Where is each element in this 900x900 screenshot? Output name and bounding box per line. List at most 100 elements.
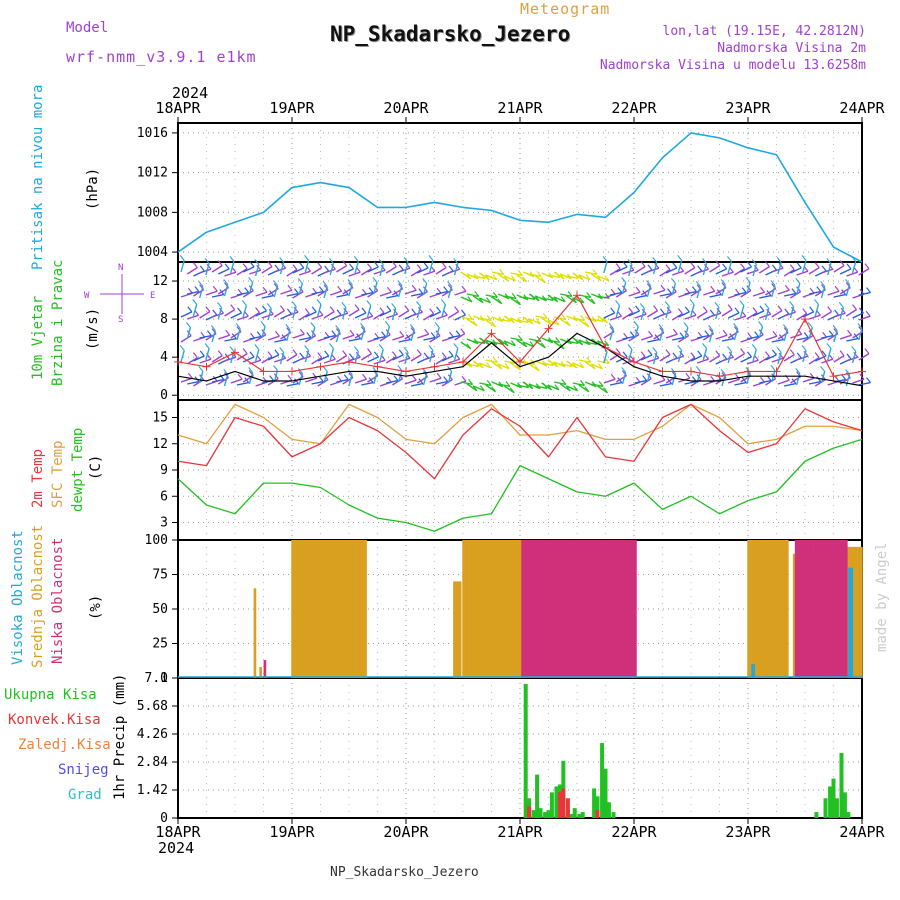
wind-barb: [535, 295, 547, 302]
wind-barb-feather: [851, 256, 857, 262]
wind-barb-feather: [297, 368, 303, 374]
wind-barb: [833, 312, 846, 318]
wind-barb: [659, 269, 671, 277]
wind-barb: [360, 353, 372, 361]
date-label-bottom: 23APR: [725, 823, 771, 841]
wind-barb: [566, 340, 579, 345]
wind-barb-feather: [580, 380, 585, 386]
wind-barb: [335, 330, 341, 343]
precip-bar: [527, 806, 532, 818]
wind-barb-feather: [535, 318, 541, 325]
wind-barb: [777, 262, 782, 275]
wind-barb: [497, 293, 510, 300]
wind-barb: [485, 359, 498, 364]
wind-barb-feather: [846, 263, 852, 270]
wind-barb: [603, 378, 616, 384]
wind-barb-feather: [540, 277, 546, 284]
wind-barb: [311, 267, 323, 275]
wind-barb: [740, 266, 752, 273]
wind-barb-feather: [192, 262, 198, 269]
wind-barb-feather: [665, 264, 671, 271]
wind-barb-feather: [422, 278, 428, 284]
wind-barb: [634, 379, 647, 384]
wind-barb: [267, 335, 280, 341]
wind-barb: [585, 271, 598, 276]
wind-barb-feather: [491, 386, 497, 393]
wind-barb: [808, 327, 813, 340]
wind-barb-feather: [652, 257, 658, 263]
wind-barb: [783, 311, 796, 317]
y-tick-label: 1012: [137, 166, 168, 181]
sfc-temp-line: [177, 403, 863, 445]
wind-barb-feather: [235, 323, 241, 329]
wind-barb: [361, 291, 374, 296]
wind-barb-feather: [747, 351, 752, 358]
wind-barb-feather: [751, 259, 757, 265]
wind-barb: [404, 289, 417, 295]
wind-barb-feather: [720, 369, 726, 375]
wind-barb-feather: [492, 274, 498, 281]
wind-barb: [796, 336, 809, 341]
wind-barb: [435, 327, 440, 340]
wind-barb-feather: [677, 255, 683, 261]
wind-barb: [479, 382, 492, 387]
wind-barb-feather: [722, 263, 728, 270]
wind-barb: [199, 311, 211, 319]
wind-barb-feather: [754, 331, 760, 337]
wind-barb: [535, 360, 547, 367]
wind-barb: [310, 327, 316, 340]
wind-barb-feather: [199, 350, 205, 357]
wind-barb: [584, 381, 597, 388]
wind-barb-feather: [633, 321, 639, 327]
wind-barb-feather: [852, 304, 857, 311]
wind-barb-feather: [266, 303, 272, 309]
wind-barb: [454, 290, 467, 296]
wind-barb: [765, 378, 777, 386]
meteogram-label: Meteogram: [520, 0, 611, 18]
wind-barb-feather: [672, 328, 678, 335]
wind-barb: [304, 335, 316, 343]
wind-barb: [354, 312, 367, 319]
wind-barb: [634, 313, 647, 319]
y-tick-label: 8: [160, 312, 168, 327]
wind-barb: [765, 335, 778, 341]
wind-barb-feather: [416, 349, 422, 356]
wind-barb-feather: [391, 261, 397, 268]
wind-barb-feather: [807, 322, 813, 328]
precip-label-total: Ukupna Kisa: [4, 687, 97, 703]
wind-barb: [286, 382, 299, 387]
wind-barb: [392, 378, 403, 386]
wind-barb: [646, 310, 658, 318]
wind-barb-feather: [579, 297, 585, 304]
wind-barb: [846, 337, 859, 342]
wind-barb: [516, 319, 529, 324]
wind-barb-feather: [336, 309, 342, 316]
wind-barb: [522, 296, 535, 301]
wind-barb-feather: [758, 321, 763, 327]
wind-barb-feather: [294, 288, 299, 294]
wind-barb: [429, 350, 434, 363]
wind-barb-feather: [801, 345, 807, 351]
wind-barb: [578, 339, 591, 346]
wind-barb-feather: [789, 349, 795, 356]
wind-barb: [846, 356, 858, 362]
wind-barb-feather: [586, 357, 592, 363]
wind-barb-feather: [423, 352, 429, 359]
wind-barb-feather: [474, 291, 480, 297]
wind-barb-feather: [782, 324, 788, 330]
wind-barb: [852, 312, 864, 319]
wind-barb-feather: [840, 307, 846, 314]
wind-barb-feather: [353, 346, 359, 352]
wind-barb-feather: [342, 260, 348, 267]
wind-barb-feather: [460, 328, 466, 335]
wind-barb: [814, 304, 820, 317]
wind-barb-feather: [565, 320, 571, 327]
wind-barb-feather: [648, 330, 654, 337]
precip-bar: [554, 786, 559, 818]
wind-barb-feather: [417, 306, 423, 313]
wind-barb-feather: [405, 352, 411, 359]
wind-barb-feather: [328, 343, 334, 349]
wind-barb-feather: [373, 261, 379, 268]
wind-barb: [199, 358, 212, 364]
y-tick-label: 6: [160, 489, 168, 504]
